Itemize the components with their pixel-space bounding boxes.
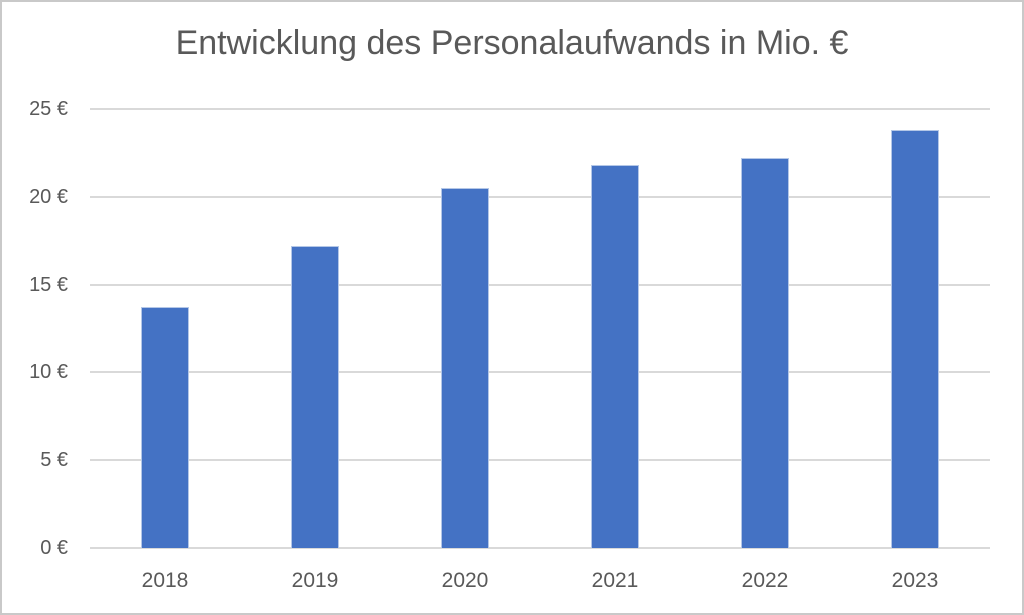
y-tick-label-15: 15 € <box>29 273 68 296</box>
gridline-0 <box>90 547 990 549</box>
gridline-5 <box>90 459 990 462</box>
x-axis-labels: 2018 2019 2020 2021 2022 2023 <box>90 566 990 596</box>
y-tick-label-25: 25 € <box>29 98 68 120</box>
bar-slot-2018 <box>90 109 240 548</box>
y-axis-labels: 0 € 5 € 10 € 15 € 20 € 25 € <box>2 2 68 613</box>
bar-2023 <box>891 130 939 548</box>
y-tick-label-10: 10 € <box>29 361 68 384</box>
bar-slot-2022 <box>690 109 840 548</box>
x-tick-label-2018: 2018 <box>141 569 189 592</box>
bar-2022 <box>741 158 789 548</box>
y-tick-label-20: 20 € <box>29 185 68 208</box>
bar-2018 <box>141 307 189 548</box>
bar-slot-2021 <box>540 109 690 548</box>
gridline-20 <box>90 195 990 198</box>
plot-area <box>90 108 990 549</box>
x-tick-label-2023: 2023 <box>891 569 939 592</box>
bar-2021 <box>591 165 639 548</box>
y-tick-label-0: 0 € <box>40 537 68 559</box>
bar-series <box>90 109 990 548</box>
x-tick-label-2020: 2020 <box>441 569 489 592</box>
x-tick-label-2022: 2022 <box>741 569 789 592</box>
gridline-10 <box>90 371 990 374</box>
bar-slot-2020 <box>390 109 540 548</box>
gridline-15 <box>90 283 990 286</box>
gridline-25 <box>90 108 990 110</box>
chart-title: Entwicklung des Personalaufwands in Mio.… <box>175 24 849 62</box>
bar-2019 <box>291 245 339 548</box>
y-tick-label-5: 5 € <box>40 449 68 472</box>
bar-slot-2023 <box>840 109 990 548</box>
x-tick-label-2019: 2019 <box>291 569 339 592</box>
bar-slot-2019 <box>240 109 390 548</box>
bar-2020 <box>441 188 489 548</box>
x-tick-label-2021: 2021 <box>591 569 639 592</box>
